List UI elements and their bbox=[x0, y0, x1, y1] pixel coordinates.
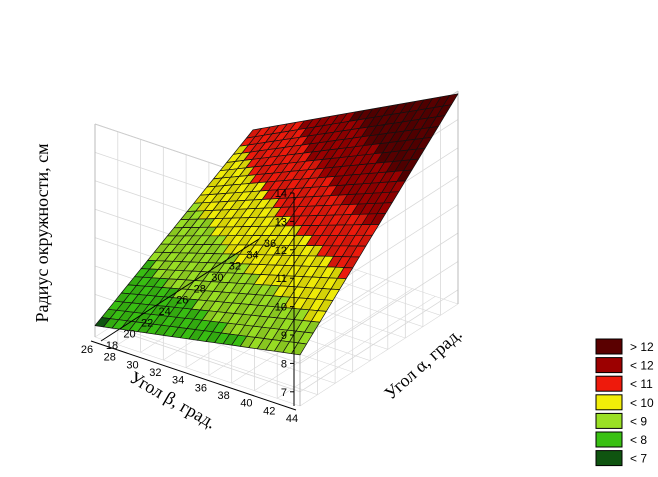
x-tick-label: 34 bbox=[246, 249, 258, 261]
legend-swatch bbox=[595, 450, 623, 467]
z-tick-label: 12 bbox=[275, 245, 287, 257]
z-tick-label: 9 bbox=[281, 330, 287, 342]
z-tick-label: 10 bbox=[275, 302, 287, 314]
y-tick-label: 40 bbox=[240, 398, 252, 410]
floor-gridline bbox=[299, 303, 459, 407]
floor-gridline bbox=[94, 336, 301, 407]
y-tick-label: 44 bbox=[286, 413, 298, 425]
floor-gridline bbox=[112, 325, 318, 395]
legend-label: < 9 bbox=[630, 414, 647, 428]
x-tick-label: 22 bbox=[141, 317, 153, 329]
x-tick-label: 18 bbox=[106, 340, 118, 352]
legend-swatch bbox=[595, 375, 623, 392]
y-tick-label: 38 bbox=[218, 390, 230, 402]
legend-label: < 11 bbox=[630, 377, 653, 391]
x-tick-label: 32 bbox=[229, 261, 241, 273]
legend-swatch bbox=[595, 431, 623, 448]
x-tick-label: 28 bbox=[194, 283, 206, 295]
y-tick-label: 28 bbox=[104, 352, 116, 364]
x-axis-line bbox=[100, 238, 260, 342]
x-tick-label: 36 bbox=[264, 238, 276, 250]
floor-gridline bbox=[277, 296, 436, 399]
legend-swatch bbox=[595, 412, 623, 429]
y-tick-label: 30 bbox=[126, 359, 138, 371]
legend-label: > 12 bbox=[630, 340, 654, 354]
y-axis-line bbox=[90, 340, 297, 411]
legend: > 12 < 12 < 11 < 10 < 9 < 8 < 7 bbox=[595, 338, 654, 467]
x-tick-label: 20 bbox=[123, 329, 135, 341]
legend-swatch bbox=[595, 357, 623, 374]
legend-label: < 12 bbox=[630, 359, 654, 373]
surface-mesh bbox=[94, 93, 459, 356]
legend-swatch bbox=[595, 338, 623, 355]
z-axis-title: Радиус окружности, см bbox=[32, 144, 52, 323]
chart-box-front bbox=[90, 192, 297, 411]
y-tick-label: 36 bbox=[195, 382, 207, 394]
z-tick-label: 8 bbox=[281, 358, 287, 370]
surface-cell bbox=[291, 342, 307, 356]
legend-label: < 10 bbox=[630, 396, 654, 410]
legend-label: < 7 bbox=[630, 452, 647, 466]
y-tick-label: 26 bbox=[81, 344, 93, 356]
z-tick-label: 7 bbox=[281, 387, 287, 399]
z-tick-label: 14 bbox=[275, 188, 287, 200]
floor-gridline bbox=[254, 288, 413, 391]
axis-ticks: 7 8 9 10 11 12 13 14 26 28 30 32 34 36 38 40 42 44 18 20 22 2… bbox=[81, 188, 298, 425]
z-tick-label: 13 bbox=[275, 216, 287, 228]
x-tick-label: 26 bbox=[176, 295, 188, 307]
y-tick-label: 34 bbox=[172, 375, 184, 387]
legend-swatch bbox=[595, 394, 623, 411]
x-tick-label: 30 bbox=[211, 272, 223, 284]
y-tick-label: 42 bbox=[263, 405, 275, 417]
x-tick-label: 24 bbox=[159, 306, 171, 318]
z-tick-label: 11 bbox=[276, 273, 287, 285]
y-tick-label: 32 bbox=[149, 367, 161, 379]
legend-label: < 8 bbox=[630, 433, 647, 447]
x-axis-title: Угол α, град. bbox=[380, 324, 465, 404]
